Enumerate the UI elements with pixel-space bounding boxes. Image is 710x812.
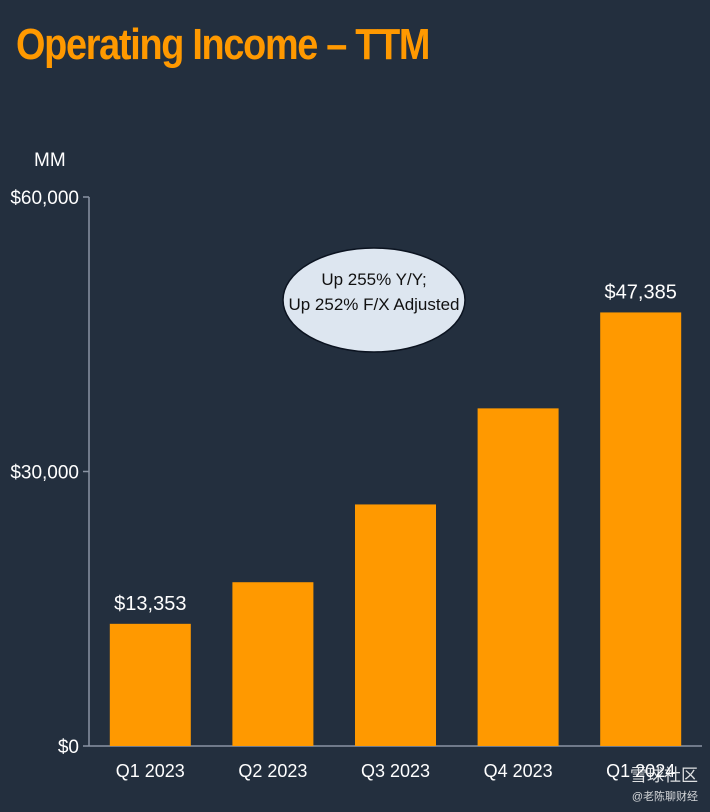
bar	[232, 582, 314, 746]
x-tick-label: Q1 2024	[606, 761, 675, 781]
annotation-line-1: Up 255% Y/Y;	[321, 270, 426, 289]
annotation-bubble: Up 255% Y/Y; Up 252% F/X Adjusted	[282, 247, 466, 353]
x-tick-label: Q3 2023	[361, 761, 430, 781]
annotation-line-2: Up 252% F/X Adjusted	[288, 295, 459, 314]
bars	[109, 312, 682, 746]
y-axis-unit-label: MM	[34, 150, 66, 171]
data-label: $47,385	[605, 281, 677, 303]
bar	[477, 408, 559, 746]
x-tick-label: Q2 2023	[238, 761, 307, 781]
data-label: $13,353	[114, 593, 186, 615]
y-tick-label: $60,000	[10, 188, 79, 209]
x-tick-labels: Q1 2023 Q2 2023 Q3 2023 Q4 2023 Q1 2024	[116, 761, 675, 781]
data-labels: $13,353 $47,385	[114, 281, 677, 614]
annotation-ellipse	[282, 247, 466, 353]
x-tick-label: Q1 2023	[116, 761, 185, 781]
y-tick-label: $0	[58, 737, 79, 758]
bar	[355, 504, 436, 746]
chart-title: Operating Income – TTM	[16, 20, 430, 69]
x-tick-label: Q4 2023	[484, 761, 553, 781]
y-axis-ticks: $0 $30,000 $60,000	[10, 188, 89, 758]
y-tick-label: $30,000	[10, 463, 79, 484]
bar	[109, 623, 191, 746]
bar	[600, 312, 682, 746]
